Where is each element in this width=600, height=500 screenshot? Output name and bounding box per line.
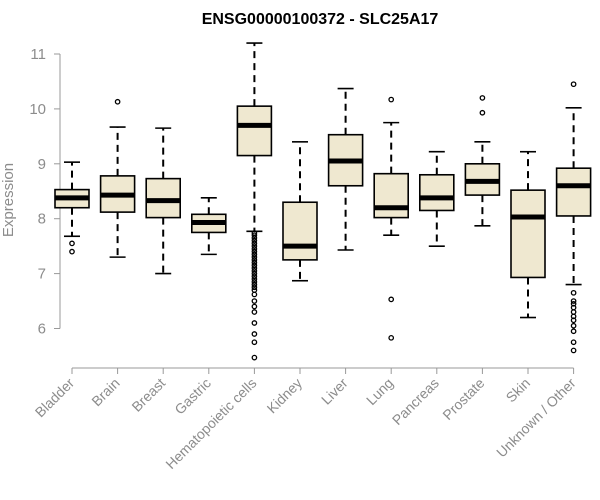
box-6 bbox=[327, 87, 364, 251]
box-8 bbox=[418, 150, 455, 247]
plot-area bbox=[54, 42, 592, 361]
y-axis-label: Expression bbox=[0, 163, 17, 237]
x-tick-label: Gastric bbox=[171, 375, 214, 418]
outlier-point bbox=[251, 268, 258, 274]
x-tick-label: Skin bbox=[503, 375, 534, 406]
box-iqr bbox=[555, 167, 592, 217]
outlier-point bbox=[570, 328, 577, 335]
box-4 bbox=[236, 42, 273, 361]
outlier-point bbox=[570, 81, 577, 88]
outlier-point bbox=[570, 339, 577, 346]
x-tick-label: Bladder bbox=[32, 375, 78, 421]
box-1 bbox=[99, 98, 136, 258]
x-tick-label: Hematopoietic cells bbox=[162, 375, 259, 472]
outlier-point bbox=[251, 284, 258, 291]
outlier-point bbox=[479, 95, 486, 101]
outlier-point bbox=[570, 309, 577, 315]
x-tick-label: Unknown / Other bbox=[493, 375, 579, 461]
outlier-point bbox=[570, 289, 577, 296]
outlier-point bbox=[251, 273, 258, 280]
outlier-point bbox=[251, 320, 258, 326]
box-9 bbox=[464, 95, 501, 227]
outlier-point bbox=[570, 298, 577, 304]
box-10 bbox=[510, 150, 546, 319]
outlier-point bbox=[251, 278, 258, 285]
y-tick-label: 7 bbox=[38, 266, 46, 283]
outlier-point bbox=[251, 354, 258, 361]
x-tick-label: Lung bbox=[363, 375, 396, 408]
x-tick-label: Prostate bbox=[439, 375, 487, 423]
outlier-point bbox=[251, 248, 258, 255]
outlier-point bbox=[251, 232, 258, 239]
x-tick-label: Kidney bbox=[264, 375, 306, 417]
outlier-point bbox=[251, 243, 258, 249]
y-tick-label: 10 bbox=[29, 101, 46, 118]
x-tick-label: Breast bbox=[128, 375, 168, 415]
box-0 bbox=[54, 161, 90, 255]
box-7 bbox=[373, 96, 410, 341]
outlier-point bbox=[69, 248, 75, 255]
x-tick-label: Liver bbox=[318, 375, 351, 408]
outlier-point bbox=[251, 291, 258, 298]
outlier-point bbox=[69, 240, 75, 247]
outlier-point bbox=[251, 235, 258, 241]
outlier-point bbox=[251, 240, 258, 247]
outlier-point bbox=[251, 257, 258, 263]
box-11 bbox=[555, 81, 592, 354]
outlier-point bbox=[388, 334, 395, 341]
box-iqr bbox=[418, 173, 455, 212]
outlier-point bbox=[251, 262, 258, 269]
outlier-point bbox=[388, 96, 395, 103]
box-iqr bbox=[510, 189, 546, 279]
outlier-point bbox=[251, 246, 258, 252]
outlier-point bbox=[251, 251, 258, 258]
outlier-point bbox=[479, 109, 486, 116]
outlier-point bbox=[251, 331, 258, 337]
y-tick-label: 6 bbox=[38, 321, 46, 338]
box-2 bbox=[145, 127, 181, 275]
chart-title: ENSG00000100372 - SLC25A17 bbox=[202, 11, 439, 28]
outlier-point bbox=[251, 270, 258, 277]
box-iqr bbox=[236, 105, 273, 157]
outlier-point bbox=[251, 298, 258, 304]
outlier-point bbox=[388, 296, 395, 303]
x-tick-label: Brain bbox=[88, 375, 122, 409]
outlier-point bbox=[251, 309, 258, 315]
outlier-point bbox=[251, 259, 258, 266]
outlier-point bbox=[251, 276, 258, 282]
box-3 bbox=[191, 197, 227, 256]
outlier-point bbox=[251, 281, 258, 288]
y-tick-label: 11 bbox=[30, 46, 46, 63]
outlier-point bbox=[251, 254, 258, 260]
outlier-point bbox=[251, 265, 258, 271]
outlier-point bbox=[251, 237, 258, 244]
y-tick-label: 9 bbox=[38, 156, 46, 173]
box-iqr bbox=[282, 201, 318, 261]
outlier-point bbox=[251, 339, 258, 346]
outlier-point bbox=[114, 98, 121, 105]
outlier-point bbox=[251, 303, 258, 310]
outlier-point bbox=[570, 317, 577, 324]
box-iqr bbox=[373, 172, 410, 219]
outlier-point bbox=[570, 322, 577, 329]
y-axis: 6 7 8 9 10 11 bbox=[29, 46, 61, 338]
y-tick-label: 8 bbox=[38, 211, 46, 228]
outlier-point bbox=[570, 347, 577, 354]
x-tick-label: Pancreas bbox=[389, 375, 442, 428]
box-5 bbox=[282, 141, 318, 282]
